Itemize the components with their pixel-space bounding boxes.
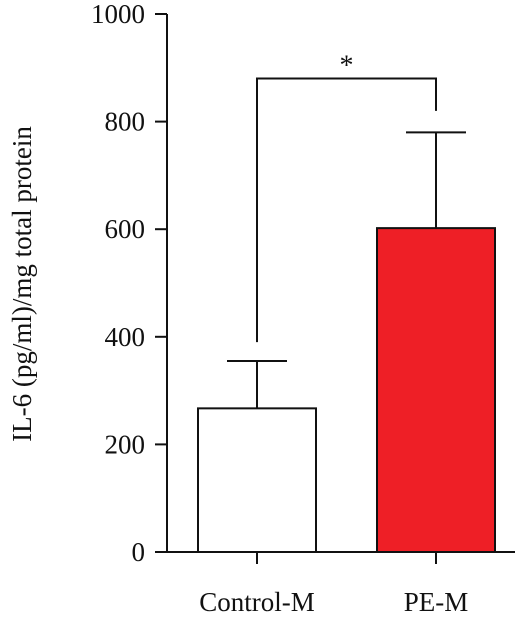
bar (376, 227, 496, 553)
significance-bracket (256, 77, 437, 343)
x-axis: Control-M PE-M (167, 551, 515, 617)
significance-label: * (340, 51, 354, 82)
y-tick-label: 400 (105, 322, 146, 352)
y-tick-label: 0 (132, 537, 146, 567)
y-tick-label: 800 (105, 107, 146, 137)
y-axis: 0 200 400 600 800 1000 (91, 0, 168, 567)
y-tick-label: 600 (105, 214, 146, 244)
bar (197, 407, 317, 553)
y-axis-title: IL-6 (pg/ml)/mg total protein (7, 126, 37, 442)
y-tick-label: 200 (105, 429, 146, 459)
x-category-label: Control-M (199, 587, 315, 617)
bars-group (197, 131, 496, 553)
significance-bracket-group: * (256, 51, 437, 343)
y-tick-label: 1000 (91, 0, 145, 29)
x-category-label: PE-M (404, 587, 469, 617)
